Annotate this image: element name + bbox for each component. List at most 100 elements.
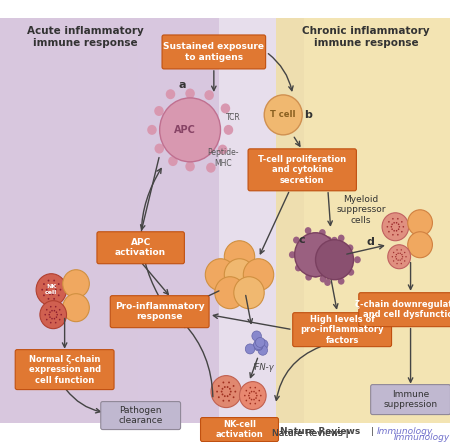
Circle shape (49, 284, 51, 286)
Circle shape (221, 391, 223, 392)
Circle shape (222, 400, 224, 402)
Circle shape (53, 280, 55, 282)
Circle shape (388, 231, 390, 232)
Circle shape (221, 388, 223, 390)
Circle shape (248, 395, 250, 396)
Circle shape (399, 226, 400, 228)
Circle shape (387, 226, 388, 228)
Circle shape (222, 381, 224, 383)
FancyArrowPatch shape (63, 318, 67, 347)
Circle shape (391, 226, 392, 228)
Circle shape (36, 274, 66, 306)
Circle shape (337, 251, 344, 258)
Circle shape (392, 234, 394, 236)
Circle shape (401, 231, 402, 232)
Circle shape (51, 310, 53, 312)
Circle shape (400, 259, 401, 261)
Text: d: d (367, 237, 374, 247)
Circle shape (401, 258, 402, 259)
Circle shape (58, 294, 60, 296)
Circle shape (392, 224, 393, 225)
Circle shape (408, 210, 432, 236)
Circle shape (63, 270, 89, 298)
Circle shape (224, 395, 226, 397)
FancyArrowPatch shape (211, 71, 216, 91)
Text: a: a (179, 80, 186, 90)
Circle shape (397, 252, 399, 254)
Circle shape (295, 233, 337, 277)
FancyBboxPatch shape (110, 296, 209, 328)
Text: Normal ζ-chain
expression and
cell function: Normal ζ-chain expression and cell funct… (28, 355, 100, 385)
Circle shape (47, 280, 49, 282)
Circle shape (347, 269, 354, 276)
Circle shape (255, 387, 256, 389)
FancyBboxPatch shape (293, 312, 392, 347)
Circle shape (168, 156, 178, 166)
Circle shape (206, 163, 216, 173)
FancyArrowPatch shape (268, 53, 293, 91)
Circle shape (48, 314, 50, 316)
Circle shape (401, 249, 402, 251)
Circle shape (49, 316, 51, 318)
FancyBboxPatch shape (248, 149, 356, 191)
Circle shape (55, 306, 56, 308)
Circle shape (185, 88, 195, 99)
Circle shape (52, 293, 54, 295)
Circle shape (402, 256, 403, 257)
Circle shape (246, 390, 247, 392)
Circle shape (55, 311, 57, 313)
Circle shape (224, 241, 255, 273)
Circle shape (251, 399, 252, 400)
Circle shape (258, 400, 260, 401)
Text: |: | (371, 427, 374, 435)
Circle shape (155, 144, 164, 153)
Circle shape (46, 319, 47, 320)
Circle shape (58, 283, 60, 285)
Text: Pro-inflammatory
response: Pro-inflammatory response (115, 302, 204, 321)
Circle shape (397, 218, 399, 220)
Circle shape (52, 284, 54, 286)
Circle shape (388, 245, 410, 269)
Circle shape (221, 393, 223, 396)
Circle shape (392, 229, 393, 230)
FancyArrowPatch shape (141, 157, 159, 229)
Circle shape (47, 298, 49, 300)
Circle shape (249, 387, 251, 389)
Text: NK
cell: NK cell (45, 284, 57, 295)
Circle shape (314, 243, 321, 250)
Circle shape (211, 376, 241, 408)
Circle shape (254, 341, 263, 351)
Circle shape (347, 244, 354, 251)
Circle shape (55, 322, 56, 324)
Circle shape (289, 251, 296, 258)
Circle shape (63, 293, 89, 322)
Circle shape (401, 254, 402, 255)
Circle shape (51, 318, 53, 320)
Circle shape (60, 314, 62, 316)
Circle shape (53, 298, 55, 300)
FancyArrowPatch shape (183, 323, 213, 397)
Circle shape (50, 306, 52, 308)
Circle shape (233, 396, 235, 398)
Text: APC: APC (174, 125, 196, 135)
Circle shape (218, 396, 220, 398)
FancyArrowPatch shape (66, 390, 100, 413)
Circle shape (393, 260, 394, 262)
Text: c: c (299, 235, 306, 245)
Circle shape (396, 249, 398, 251)
Text: Chronic inflammatory
immune response: Chronic inflammatory immune response (302, 26, 430, 48)
FancyBboxPatch shape (101, 402, 181, 430)
Circle shape (40, 301, 66, 329)
Circle shape (393, 222, 395, 224)
Circle shape (229, 393, 231, 396)
Circle shape (293, 236, 300, 244)
Circle shape (255, 337, 265, 347)
Circle shape (388, 221, 390, 223)
Circle shape (60, 289, 61, 291)
Text: Immunology: Immunology (394, 433, 450, 442)
Circle shape (396, 222, 397, 224)
Circle shape (395, 256, 396, 257)
Circle shape (324, 279, 331, 286)
Text: Pathogen
clearance: Pathogen clearance (118, 406, 163, 425)
FancyArrowPatch shape (141, 168, 161, 295)
